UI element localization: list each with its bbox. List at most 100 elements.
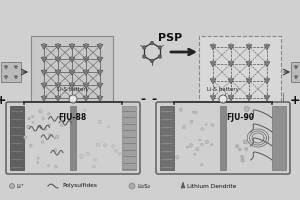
Circle shape — [99, 95, 101, 97]
Circle shape — [15, 75, 16, 77]
Circle shape — [43, 95, 45, 97]
Circle shape — [71, 95, 73, 97]
Bar — [272, 106, 286, 170]
Circle shape — [56, 135, 59, 138]
Circle shape — [248, 61, 250, 63]
Circle shape — [296, 75, 297, 77]
Text: Li-S battery: Li-S battery — [207, 87, 239, 92]
Circle shape — [179, 108, 182, 111]
Polygon shape — [41, 83, 47, 88]
Polygon shape — [83, 96, 89, 102]
Text: +: + — [0, 94, 6, 106]
Circle shape — [57, 43, 59, 45]
Text: Li⁺: Li⁺ — [16, 184, 24, 188]
Bar — [199, 36, 281, 108]
Bar — [291, 62, 300, 82]
Circle shape — [114, 149, 117, 152]
Circle shape — [43, 56, 45, 58]
Polygon shape — [69, 44, 75, 49]
Circle shape — [212, 78, 214, 80]
Circle shape — [238, 148, 241, 151]
Circle shape — [41, 141, 44, 143]
Text: PSP: PSP — [158, 33, 182, 43]
Polygon shape — [55, 70, 61, 75]
Circle shape — [212, 61, 214, 63]
Circle shape — [71, 82, 73, 84]
Circle shape — [142, 55, 146, 58]
Polygon shape — [69, 96, 75, 102]
Polygon shape — [55, 44, 61, 49]
Circle shape — [10, 184, 14, 188]
Circle shape — [103, 144, 106, 147]
Polygon shape — [181, 182, 185, 188]
Circle shape — [54, 137, 56, 139]
Circle shape — [42, 117, 44, 119]
Circle shape — [248, 44, 250, 46]
Circle shape — [244, 106, 249, 112]
Polygon shape — [14, 66, 18, 69]
Circle shape — [96, 143, 100, 147]
Circle shape — [5, 65, 7, 67]
Circle shape — [241, 155, 244, 158]
Polygon shape — [83, 57, 89, 62]
FancyBboxPatch shape — [6, 102, 140, 174]
Circle shape — [219, 95, 227, 103]
Circle shape — [53, 149, 57, 152]
Polygon shape — [14, 76, 18, 79]
Polygon shape — [210, 79, 216, 84]
Circle shape — [118, 152, 121, 155]
Bar — [220, 106, 226, 170]
Polygon shape — [97, 44, 103, 49]
Circle shape — [43, 82, 45, 84]
Polygon shape — [210, 62, 216, 67]
Polygon shape — [83, 44, 89, 49]
Polygon shape — [41, 96, 47, 102]
Polygon shape — [246, 96, 252, 101]
Circle shape — [129, 183, 135, 189]
Circle shape — [92, 165, 95, 168]
Circle shape — [85, 82, 87, 84]
Circle shape — [48, 112, 50, 115]
Polygon shape — [83, 70, 89, 75]
Circle shape — [266, 78, 268, 80]
Polygon shape — [246, 79, 252, 84]
Polygon shape — [97, 96, 103, 102]
Circle shape — [69, 95, 77, 103]
Circle shape — [142, 46, 146, 49]
Circle shape — [244, 114, 249, 118]
Polygon shape — [41, 70, 47, 75]
Circle shape — [266, 44, 268, 46]
Circle shape — [190, 120, 193, 123]
Circle shape — [201, 164, 203, 166]
Circle shape — [43, 69, 45, 71]
Circle shape — [205, 124, 207, 125]
Text: -: - — [140, 94, 145, 106]
Bar — [122, 106, 136, 170]
Circle shape — [212, 95, 214, 97]
Polygon shape — [294, 66, 298, 69]
FancyBboxPatch shape — [156, 102, 290, 174]
Circle shape — [48, 134, 52, 137]
Polygon shape — [97, 83, 103, 88]
Circle shape — [48, 124, 51, 126]
Polygon shape — [55, 83, 61, 88]
Polygon shape — [55, 96, 61, 102]
Polygon shape — [69, 70, 75, 75]
Circle shape — [80, 154, 84, 158]
Circle shape — [186, 146, 189, 148]
Circle shape — [196, 147, 199, 151]
Polygon shape — [228, 45, 234, 50]
Circle shape — [243, 140, 247, 144]
Text: Li-S battery: Li-S battery — [57, 87, 89, 92]
Circle shape — [199, 139, 201, 141]
Circle shape — [71, 43, 73, 45]
Circle shape — [150, 41, 154, 45]
Circle shape — [266, 61, 268, 63]
Polygon shape — [246, 45, 252, 50]
Circle shape — [230, 61, 232, 63]
Circle shape — [230, 44, 232, 46]
Circle shape — [158, 46, 162, 49]
Circle shape — [205, 140, 208, 144]
Polygon shape — [246, 62, 252, 67]
Circle shape — [84, 109, 86, 111]
